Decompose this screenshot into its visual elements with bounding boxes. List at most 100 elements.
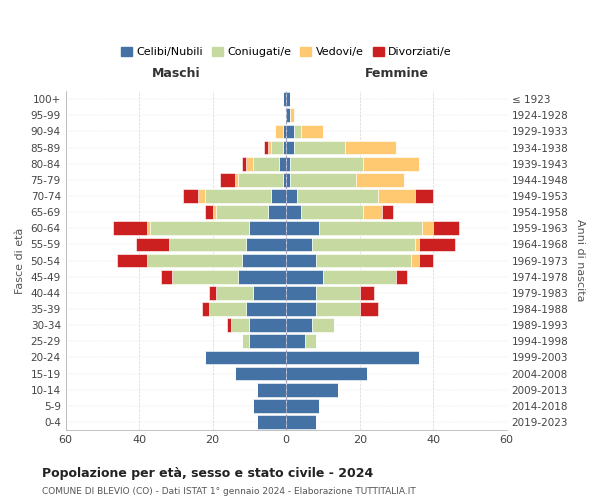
Bar	[316, 286, 360, 300]
Legend: Celibi/Nubili, Coniugati/e, Vedovi/e, Divorziati/e: Celibi/Nubili, Coniugati/e, Vedovi/e, Di…	[116, 42, 456, 62]
Bar	[264, 140, 268, 154]
Bar	[227, 318, 231, 332]
Bar	[297, 189, 378, 203]
Bar	[301, 124, 323, 138]
Bar	[286, 206, 301, 219]
Bar	[217, 286, 253, 300]
Bar	[250, 222, 286, 235]
Bar	[246, 302, 286, 316]
Bar	[242, 157, 246, 170]
Bar	[250, 318, 286, 332]
Bar	[286, 318, 312, 332]
Bar	[271, 189, 286, 203]
Bar	[209, 302, 246, 316]
Bar	[231, 318, 250, 332]
Bar	[305, 334, 316, 348]
Bar	[382, 206, 393, 219]
Bar	[301, 206, 364, 219]
Bar	[364, 206, 382, 219]
Bar	[253, 399, 286, 413]
Bar	[286, 108, 290, 122]
Bar	[293, 124, 301, 138]
Bar	[360, 286, 374, 300]
Bar	[323, 270, 397, 283]
Bar	[246, 238, 286, 252]
Bar	[356, 173, 404, 186]
Bar	[117, 254, 146, 268]
Text: Femmine: Femmine	[364, 66, 428, 80]
Bar	[411, 254, 419, 268]
Bar	[146, 222, 150, 235]
Bar	[283, 140, 286, 154]
Bar	[150, 222, 250, 235]
Bar	[246, 157, 253, 170]
Bar	[433, 222, 459, 235]
Bar	[286, 415, 316, 429]
Bar	[205, 189, 271, 203]
Bar	[290, 157, 364, 170]
Bar	[217, 206, 268, 219]
Bar	[271, 140, 283, 154]
Bar	[316, 302, 360, 316]
Text: Popolazione per età, sesso e stato civile - 2024: Popolazione per età, sesso e stato civil…	[42, 468, 373, 480]
Bar	[169, 238, 246, 252]
Bar	[257, 383, 286, 396]
Bar	[198, 189, 205, 203]
Bar	[146, 254, 242, 268]
Bar	[268, 206, 286, 219]
Bar	[183, 189, 198, 203]
Bar	[113, 222, 146, 235]
Bar	[205, 206, 212, 219]
Bar	[238, 270, 286, 283]
Bar	[257, 415, 286, 429]
Bar	[312, 318, 334, 332]
Bar	[286, 189, 297, 203]
Bar	[238, 173, 283, 186]
Bar	[250, 334, 286, 348]
Bar	[286, 399, 319, 413]
Bar	[202, 302, 209, 316]
Bar	[290, 173, 356, 186]
Bar	[286, 222, 319, 235]
Y-axis label: Fasce di età: Fasce di età	[15, 228, 25, 294]
Bar	[319, 222, 422, 235]
Bar	[290, 108, 293, 122]
Bar	[235, 173, 238, 186]
Bar	[283, 124, 286, 138]
Bar	[419, 238, 455, 252]
Text: Maschi: Maschi	[152, 66, 200, 80]
Bar	[397, 270, 407, 283]
Bar	[345, 140, 397, 154]
Bar	[209, 286, 217, 300]
Bar	[253, 286, 286, 300]
Bar	[286, 140, 293, 154]
Bar	[161, 270, 172, 283]
Bar	[286, 383, 338, 396]
Bar	[286, 238, 312, 252]
Bar	[286, 334, 305, 348]
Bar	[220, 173, 235, 186]
Bar	[378, 189, 415, 203]
Bar	[415, 238, 419, 252]
Bar	[286, 173, 290, 186]
Bar	[419, 254, 433, 268]
Bar	[360, 302, 378, 316]
Bar	[275, 124, 283, 138]
Bar	[268, 140, 271, 154]
Bar	[212, 206, 217, 219]
Bar	[422, 222, 433, 235]
Bar	[242, 254, 286, 268]
Bar	[286, 270, 323, 283]
Bar	[415, 189, 433, 203]
Bar	[293, 140, 345, 154]
Bar	[242, 334, 250, 348]
Bar	[286, 286, 316, 300]
Bar	[286, 302, 316, 316]
Bar	[286, 92, 290, 106]
Bar	[316, 254, 411, 268]
Bar	[364, 157, 419, 170]
Bar	[283, 92, 286, 106]
Bar	[136, 238, 169, 252]
Bar	[279, 157, 286, 170]
Bar	[286, 367, 367, 380]
